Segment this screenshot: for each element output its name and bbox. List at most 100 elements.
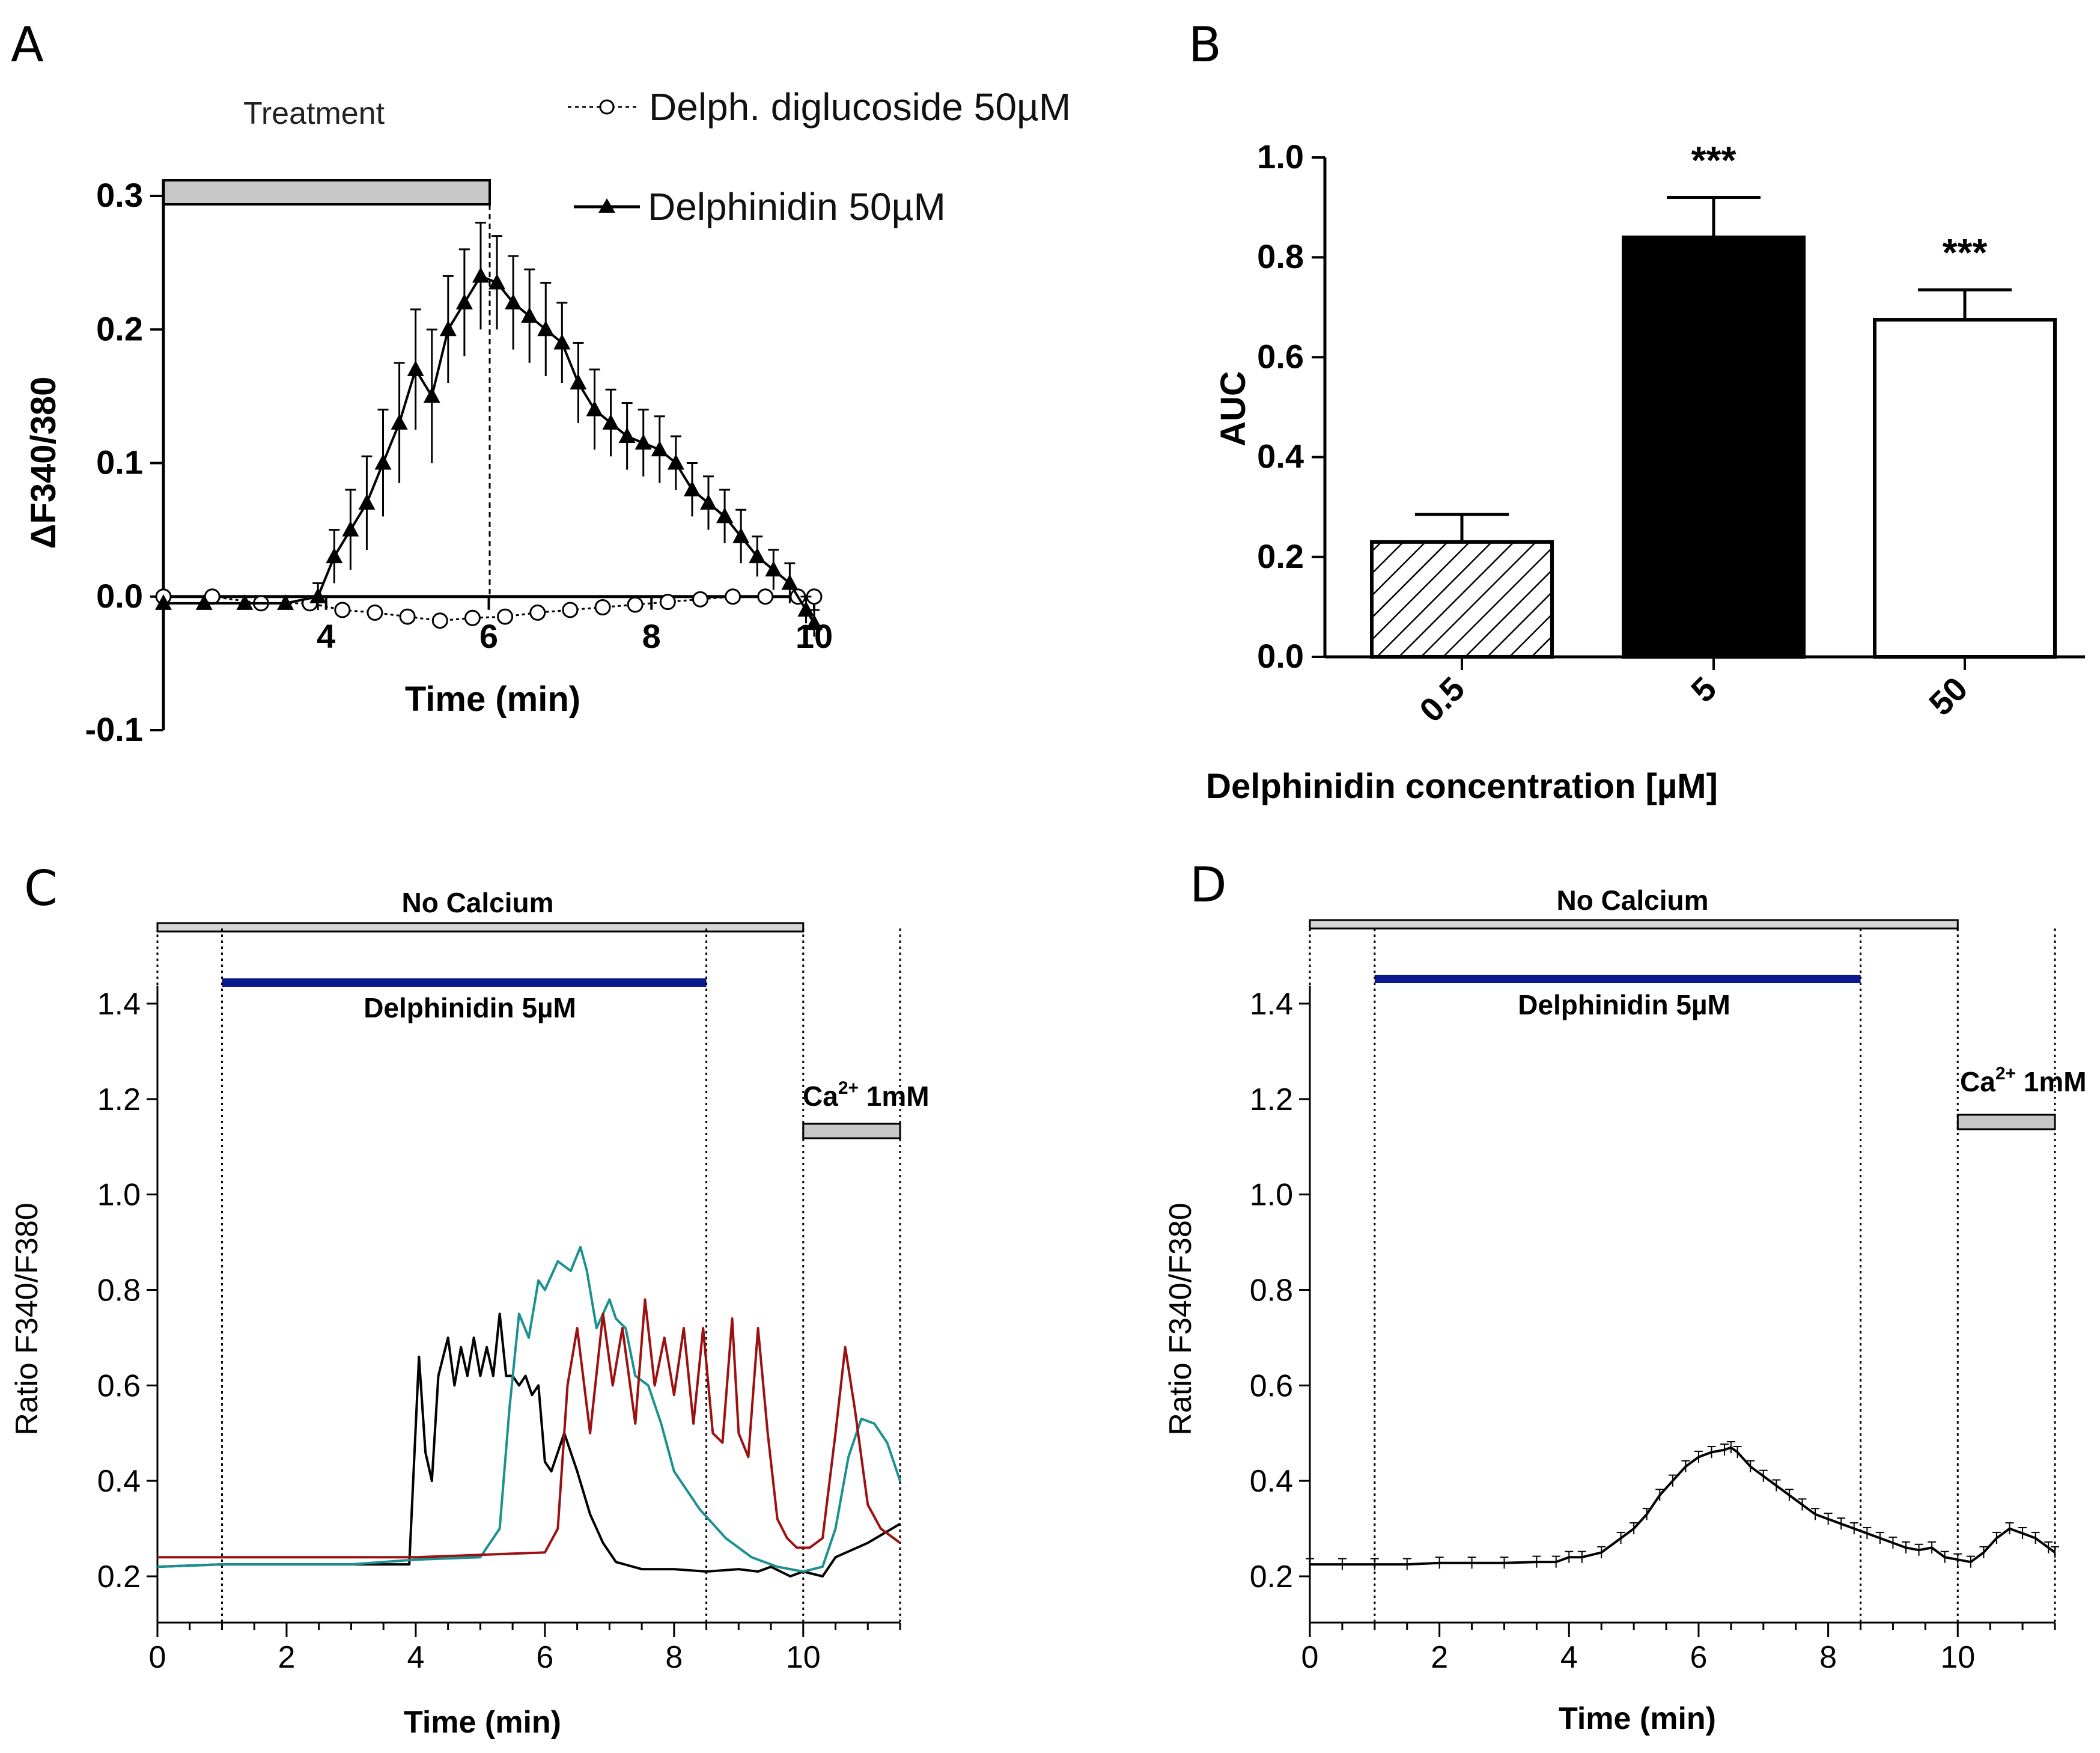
c-y-tick-label: 1.4 [97, 987, 141, 1022]
a-point-delphinidin [358, 494, 376, 510]
a-point-delphinidin [716, 507, 734, 523]
a-point-delphinidin [455, 293, 473, 309]
d-x-tick-label: 10 [1940, 1640, 1975, 1675]
b-significance-label: *** [1943, 231, 1988, 274]
a-legend-marker-1 [599, 99, 615, 115]
a-legend-text-2: Delphinidin 50µM [648, 185, 946, 228]
a-point-delphinidin [700, 494, 717, 510]
a-point-delphinidin [391, 413, 408, 430]
d-y-tick-label: 0.6 [1250, 1368, 1293, 1403]
a-point-delphinidin [309, 587, 327, 603]
b-bar-0.5 [1370, 540, 1554, 659]
a-y-tick-label: 0.1 [96, 444, 143, 481]
a-x-tick-label: 8 [642, 617, 661, 655]
a-point-delphinidin [472, 267, 489, 283]
c-x-tick-label: 6 [536, 1640, 553, 1675]
b-y-tick-label: 0.4 [1257, 437, 1304, 475]
a-legend-marker-2 [598, 198, 615, 213]
b-x-tick-label: 0.5 [1412, 669, 1472, 730]
panel-label-d: D [1190, 857, 1227, 913]
b-bar-50 [1873, 318, 2057, 659]
d-x-axis-label: Time (min) [1559, 1701, 1716, 1736]
panel-label-c: C [24, 861, 58, 916]
a-point-diglucoside [725, 588, 741, 605]
d-y-tick-label: 1.0 [1250, 1178, 1293, 1213]
a-point-delphinidin [797, 600, 815, 617]
a-point-diglucoside [464, 609, 481, 626]
c-calcium-bar [802, 1123, 901, 1139]
a-point-diglucoside [757, 588, 774, 605]
d-x-tick-label: 6 [1690, 1640, 1707, 1675]
a-point-delphinidin [277, 594, 294, 610]
c-y-tick-label: 1.2 [97, 1082, 141, 1117]
c-series-cell-teal [157, 1246, 901, 1573]
c-calcium-label: Ca2+ 1mM [803, 1078, 930, 1112]
a-point-delphinidin [749, 547, 766, 564]
a-point-delphinidin [602, 413, 619, 430]
a-point-delphinidin [683, 480, 701, 496]
a-point-delphinidin [667, 454, 684, 470]
c-y-tick-label: 1.0 [97, 1178, 141, 1213]
d-x-tick-label: 0 [1301, 1640, 1319, 1675]
b-y-tick-label: 0.2 [1257, 537, 1304, 575]
a-y-axis-label: ΔF340/380 [24, 377, 63, 549]
a-point-delphinidin [618, 427, 636, 444]
a-point-delphinidin [570, 374, 587, 390]
a-point-diglucoside [497, 608, 514, 625]
c-y-tick-label: 0.6 [97, 1368, 141, 1403]
a-y-tick-label: -0.1 [85, 710, 144, 748]
a-point-delphinidin [765, 561, 782, 577]
a-point-delphinidin [439, 320, 457, 337]
d-x-tick-label: 8 [1819, 1640, 1837, 1675]
b-y-axis-label: AUC [1214, 371, 1253, 447]
a-point-delphinidin [537, 320, 555, 337]
a-y-tick-label: 0.2 [96, 309, 143, 347]
c-delphinidin-bar [222, 978, 707, 987]
a-point-diglucoside [431, 612, 448, 629]
a-point-diglucoside [692, 591, 708, 608]
c-delphinidin-label: Delphinidin 5µM [364, 992, 576, 1023]
c-x-axis-label: Time (min) [404, 1705, 561, 1740]
a-point-delphinidin [155, 594, 172, 610]
d-y-tick-label: 0.4 [1250, 1464, 1293, 1499]
c-x-tick-label: 8 [665, 1640, 683, 1675]
d-no-calcium-bar [1309, 919, 1959, 930]
b-y-tick-label: 0.0 [1257, 637, 1304, 675]
a-point-delphinidin [342, 520, 359, 537]
a-legend-text-1: Delph. diglucoside 50µM [649, 85, 1071, 129]
a-point-diglucoside [334, 602, 351, 618]
a-y-tick-label: 0.0 [96, 577, 143, 615]
a-point-delphinidin [521, 307, 538, 323]
b-significance-label: *** [1691, 138, 1736, 181]
b-bar-5 [1622, 235, 1806, 659]
panel-d-chart: 0.20.40.60.81.01.21.40 2 4 6 8 10 No Calcium … [1163, 885, 2087, 1736]
c-y-tick-label: 0.4 [97, 1464, 141, 1499]
c-no-calcium-bar [156, 922, 805, 933]
d-calcium-label: Ca2+ 1mM [1960, 1064, 2087, 1097]
a-point-delphinidin [195, 594, 213, 610]
d-delphinidin-label: Delphinidin 5µM [1518, 989, 1730, 1020]
a-x-axis-label: Time (min) [405, 680, 580, 719]
c-series-cell-black [157, 1312, 901, 1578]
a-point-delphinidin [781, 574, 799, 590]
panel-b-chart: 0.0 0.2 0.4 0.6 0.8 1.0 0.5 5 50 *** *** Delphini… [1206, 138, 2085, 806]
b-x-tick-label: 5 [1684, 669, 1724, 710]
c-series-cell-red [157, 1298, 901, 1559]
a-point-delphinidin [651, 441, 668, 457]
a-point-diglucoside [627, 596, 644, 613]
a-y-tick-label: 0.3 [96, 176, 143, 214]
b-y-tick-label: 1.0 [1257, 138, 1304, 175]
c-x-tick-label: 2 [278, 1640, 295, 1675]
b-x-tick-label: 50 [1922, 669, 1975, 723]
a-point-delphinidin [326, 547, 343, 564]
b-x-axis-label: Delphinidin concentration [µM] [1206, 767, 1718, 806]
c-no-calcium-label: No Calcium [401, 887, 553, 918]
d-no-calcium-label: No Calcium [1556, 885, 1708, 916]
d-y-tick-label: 0.8 [1250, 1273, 1293, 1308]
a-point-delphinidin [586, 400, 603, 416]
a-point-diglucoside [367, 604, 383, 621]
d-x-tick-label: 4 [1560, 1640, 1578, 1675]
d-x-tick-label: 2 [1431, 1640, 1448, 1675]
a-point-diglucoside [399, 608, 416, 625]
c-y-axis-label: Ratio F340/F380 [10, 1203, 44, 1435]
